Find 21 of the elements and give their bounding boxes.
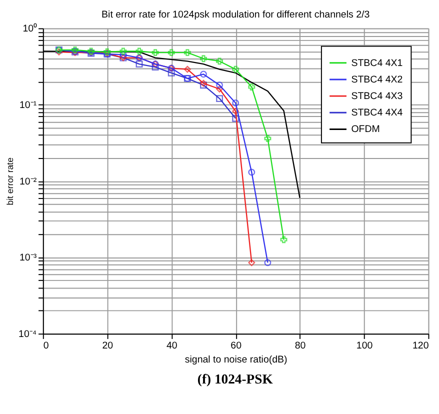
y-tick-label: 10⁰ — [22, 22, 38, 35]
legend-label: STBC4 4X1 — [351, 58, 403, 69]
y-tick-label: 10⁻¹ — [19, 100, 38, 112]
x-tick-label: 80 — [294, 340, 306, 352]
x-axis-title: signal to noise ratio(dB) — [184, 354, 288, 366]
x-tick-label: 0 — [43, 340, 50, 352]
text: (f) 1024-PSK — [197, 371, 274, 386]
legend-label: STBC4 4X3 — [351, 90, 403, 102]
x-tick-label: 100 — [356, 340, 374, 352]
chart-title: Bit error rate for 1024psk modulation for different channels 2/3 — [102, 10, 370, 21]
y-axis-title: bit error rate — [4, 157, 15, 206]
y-tick-label: 10⁻² — [19, 176, 38, 188]
y-tick-label: 10⁻³ — [19, 252, 38, 264]
x-tick-label: 20 — [102, 340, 114, 352]
x-tick-label: 120 — [412, 340, 430, 352]
legend-label: STBC4 4X2 — [351, 74, 403, 86]
y-tick-label: 10⁻⁴ — [18, 329, 37, 340]
legend-label: STBC4 4X4 — [351, 108, 404, 119]
x-tick-label: 40 — [166, 340, 178, 352]
x-tick-label: 60 — [230, 340, 242, 352]
legend-label: OFDM — [351, 124, 380, 136]
